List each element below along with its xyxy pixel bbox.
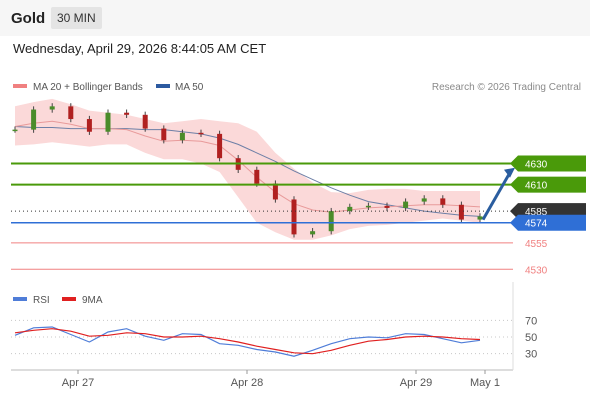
candle-body (384, 205, 390, 208)
candle-body (328, 211, 334, 232)
level-tag-pointer (510, 214, 518, 231)
level-tag-pointer (510, 155, 518, 172)
rsi-tick-label: 50 (525, 332, 537, 344)
candle-body (198, 132, 204, 135)
candle-body (105, 112, 111, 132)
timestamp: Wednesday, April 29, 2026 8:44:05 AM CET (13, 41, 267, 56)
level-tag-pointer (510, 203, 518, 220)
price-candle (142, 111, 148, 132)
x-tick-label: Apr 27 (62, 377, 94, 389)
candle-body (179, 132, 185, 141)
price-candle (198, 129, 204, 138)
rsi-line (14, 326, 481, 357)
candle-body (124, 112, 130, 115)
x-tick-label: May 1 (470, 377, 500, 389)
candle-body (310, 231, 316, 235)
rsi-tick-label: 70 (525, 315, 537, 327)
candle-body (161, 128, 167, 141)
price-candle (403, 198, 409, 212)
rsi-tick-label: 30 (525, 349, 537, 361)
header-bar: Gold 30 MIN (0, 0, 590, 36)
candle-body (86, 119, 92, 132)
price-candle (105, 109, 111, 135)
candle-body (272, 183, 278, 200)
candle-body (12, 129, 18, 132)
legend-label-bb: MA 20 + Bollinger Bands (33, 82, 143, 93)
candle-body (365, 205, 371, 208)
copyright: Research © 2026 Trading Central (432, 82, 581, 93)
candle-body (477, 216, 483, 220)
price-candle (328, 207, 334, 235)
candle-body (347, 206, 353, 212)
level-label-4630: 4630 (525, 159, 548, 170)
price-candle (291, 196, 297, 238)
level-tag-4610 (518, 176, 586, 193)
legend-label-9ma: 9MA (82, 295, 103, 306)
price-candle (68, 103, 74, 123)
x-tick-label: Apr 29 (400, 377, 432, 389)
instrument-title: Gold (11, 10, 46, 27)
legend-swatch-ma50 (156, 84, 170, 88)
candle-body (254, 169, 260, 184)
rsi-panel: 30 50 70 (11, 315, 537, 361)
level-label-4610: 4610 (525, 181, 548, 192)
price-candle (217, 130, 223, 162)
price-candle (458, 201, 464, 223)
x-axis: Apr 27 Apr 28 Apr 29 May 1 (62, 370, 500, 389)
candle-body (458, 204, 464, 220)
level-tag-4574 (518, 214, 586, 231)
legend-swatch-rsi (13, 297, 27, 301)
candle-body (217, 133, 223, 159)
candle-body (31, 109, 37, 130)
level-label-4585: 4585 (525, 207, 548, 218)
candle-body (49, 106, 55, 110)
price-candle (421, 195, 427, 205)
price-candle (124, 109, 130, 118)
price-candle (161, 125, 167, 144)
level-tag-pointer (510, 176, 518, 193)
rsi-9ma-line (14, 328, 481, 355)
price-candle (86, 115, 92, 135)
candle-body (68, 106, 74, 120)
price-candle (31, 106, 37, 133)
candle-body (421, 198, 427, 202)
price-candle (384, 202, 390, 212)
legend-label-ma50: MA 50 (175, 82, 204, 93)
ma20-line (14, 120, 481, 213)
candle-body (291, 199, 297, 235)
price-candle (310, 228, 316, 238)
legend-swatch-bb (13, 84, 27, 88)
forecast-arrow (481, 169, 513, 221)
price-candle (365, 202, 371, 211)
price-candle (347, 203, 353, 215)
candle-body (142, 114, 148, 129)
x-tick-label: Apr 28 (231, 377, 263, 389)
legend-swatch-9ma (62, 297, 76, 301)
level-label-4574: 4574 (525, 219, 548, 230)
level-label-4530: 4530 (525, 265, 548, 276)
timeframe-badge[interactable]: 30 MIN (51, 7, 102, 29)
forecast-arrowhead (504, 167, 515, 178)
price-candle (477, 213, 483, 223)
price-candle (440, 195, 446, 208)
price-candle (12, 126, 18, 133)
candle-body (440, 198, 446, 205)
level-tag-4630 (518, 155, 586, 172)
legend-label-rsi: RSI (33, 295, 50, 306)
price-candle (254, 166, 260, 187)
level-label-4555: 4555 (525, 239, 548, 250)
price-candle (179, 129, 185, 144)
price-candle (49, 103, 55, 113)
candle-body (403, 201, 409, 208)
